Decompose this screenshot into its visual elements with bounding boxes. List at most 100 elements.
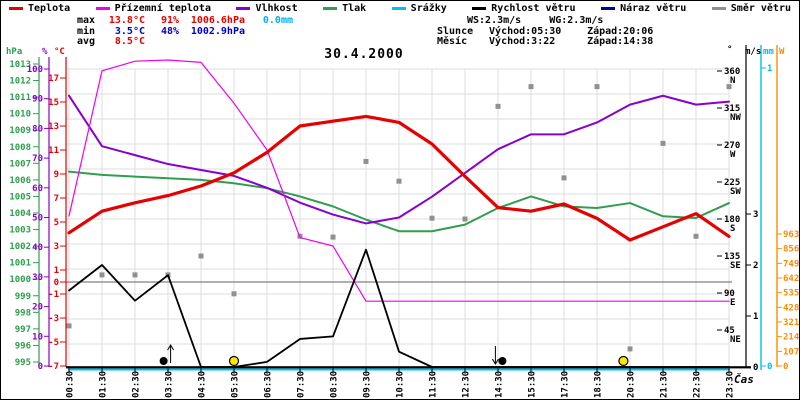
w-tick-label: 0 <box>783 362 788 372</box>
x-tick-label: 15:30 <box>528 371 538 398</box>
hpa-tick-label: 999 <box>15 292 31 302</box>
moonrise-arrowhead <box>167 344 175 351</box>
deg-dir-label: NE <box>730 335 741 345</box>
hpa-tick-label: 1002 <box>9 242 31 252</box>
mm-axis-header: mm <box>763 47 774 57</box>
deg-tick-label: 45 <box>724 326 735 336</box>
wind-direction-point <box>396 178 402 184</box>
deg-tick-label: 225 <box>724 178 740 188</box>
moon-label: Měsíc <box>437 36 468 47</box>
hpa-tick-label: 996 <box>15 341 31 351</box>
hpa-tick-label: 997 <box>15 325 31 335</box>
wind-direction-point <box>132 272 138 278</box>
w-tick-label: 107 <box>783 347 799 357</box>
degc-tick-label: -5 <box>48 338 59 348</box>
legend-label: Srážky <box>410 3 447 14</box>
moon-times-row: Měsíc Východ:3:22 Západ:14:38 <box>437 36 653 48</box>
wind-direction-point <box>462 216 468 222</box>
w-tick-label: 642 <box>783 274 799 284</box>
hpa-tick-label: 1006 <box>9 176 31 186</box>
deg-tick-label: 270 <box>724 141 740 151</box>
legend-swatch <box>323 7 338 10</box>
wind-speed-max: WS:2.3m/s <box>467 15 522 26</box>
x-tick-label: 07:30 <box>297 371 307 398</box>
pct-tick-label: 40 <box>32 243 43 253</box>
hpa-tick-label: 1010 <box>9 110 31 120</box>
deg-tick-label: 135 <box>724 252 740 262</box>
wind-direction-point <box>429 215 435 221</box>
wind-stats-row: WS:2.3m/s WG:2.3m/s <box>437 15 653 27</box>
moonrise-time: Východ:3:22 <box>489 36 556 47</box>
w-tick-label: 214 <box>783 333 799 343</box>
sun-set-marker <box>618 355 629 367</box>
x-tick-label: 14:30 <box>495 371 505 398</box>
x-tick-label: 10:30 <box>396 371 406 398</box>
stats-row-label: avg <box>77 36 96 47</box>
legend-swatch <box>601 7 616 10</box>
x-tick-label: 05:30 <box>231 371 241 398</box>
hpa-tick-label: 1012 <box>9 77 31 87</box>
series-line-0 <box>67 114 731 242</box>
wind-direction-point <box>528 84 534 90</box>
series-line-2 <box>68 94 730 225</box>
deg-tick-label: 90 <box>724 289 735 299</box>
sun-times-row: Slunce Východ:05:30 Západ:20:06 <box>437 25 654 38</box>
degc-tick-label: 5 <box>54 218 59 228</box>
ms-tick-label: 2 <box>753 261 758 271</box>
x-tick-label: 22:30 <box>693 371 703 398</box>
x-tick-label: 06:30 <box>264 371 274 398</box>
moon-rise-marker <box>159 357 168 365</box>
pct-tick-label: 90 <box>32 95 43 105</box>
legend-swatch <box>95 7 110 10</box>
degc-tick-label: 7 <box>54 194 59 204</box>
x-tick-label: 04:30 <box>198 371 208 398</box>
degc-tick-label: 15 <box>48 98 59 108</box>
wind-direction-point <box>198 253 204 259</box>
x-tick-label: 17:30 <box>561 371 571 398</box>
pct-tick-label: 50 <box>32 214 43 224</box>
degc-axis-header: °C <box>54 47 65 57</box>
hpa-tick-label: 1001 <box>9 259 31 269</box>
pct-tick-label: 0 <box>38 362 43 372</box>
stats-value: 8.5°C <box>114 36 145 47</box>
deg-dir-label: S <box>730 224 735 234</box>
x-tick-label: 02:30 <box>132 371 142 398</box>
sunset-time: Západ:20:06 <box>587 25 654 37</box>
x-tick-label: 18:30 <box>594 371 604 398</box>
pct-axis-header: % <box>42 47 48 57</box>
degc-tick-label: 17 <box>48 74 59 84</box>
w-tick-label: 428 <box>783 303 799 313</box>
wind-direction-point <box>660 140 666 146</box>
pct-tick-label: 70 <box>32 154 43 164</box>
x-tick-label: 01:30 <box>99 371 109 398</box>
sunrise-time: Východ:05:30 <box>489 25 562 37</box>
deg-axis-header: ° <box>727 45 732 55</box>
degc-tick-label: 11 <box>48 146 59 156</box>
ms-axis-header: m/s <box>745 47 761 57</box>
deg-tick-label: 360 <box>724 67 740 77</box>
legend-swatch <box>236 7 251 10</box>
sun-label: Slunce <box>437 25 474 37</box>
degc-tick-label: 9 <box>54 170 59 180</box>
degc-tick-label: 0 <box>54 278 59 288</box>
hpa-tick-label: 1013 <box>9 60 31 70</box>
wind-gust-max: WG:2.3m/s <box>549 15 604 26</box>
pct-tick-label: 60 <box>32 184 43 194</box>
ms-tick-label: 0 <box>753 363 758 373</box>
legend-label: Přízemní teplota <box>114 3 211 14</box>
wind-direction-point <box>330 234 336 240</box>
mm-tick-label: 0 <box>767 362 772 372</box>
deg-dir-label: N <box>730 76 735 86</box>
legend-item-0: Teplota <box>9 3 70 14</box>
x-tick-label: 08:30 <box>330 371 340 398</box>
degc-tick-label: 3 <box>54 242 59 252</box>
hpa-tick-label: 1000 <box>9 275 31 285</box>
wind-direction-point <box>66 323 72 329</box>
wind-direction-point <box>693 233 699 239</box>
wind-direction-point <box>627 346 633 352</box>
deg-dir-label: SE <box>730 261 741 271</box>
legend-label: Tlak <box>342 3 367 14</box>
legend-item-7: Směr větru <box>711 3 791 14</box>
